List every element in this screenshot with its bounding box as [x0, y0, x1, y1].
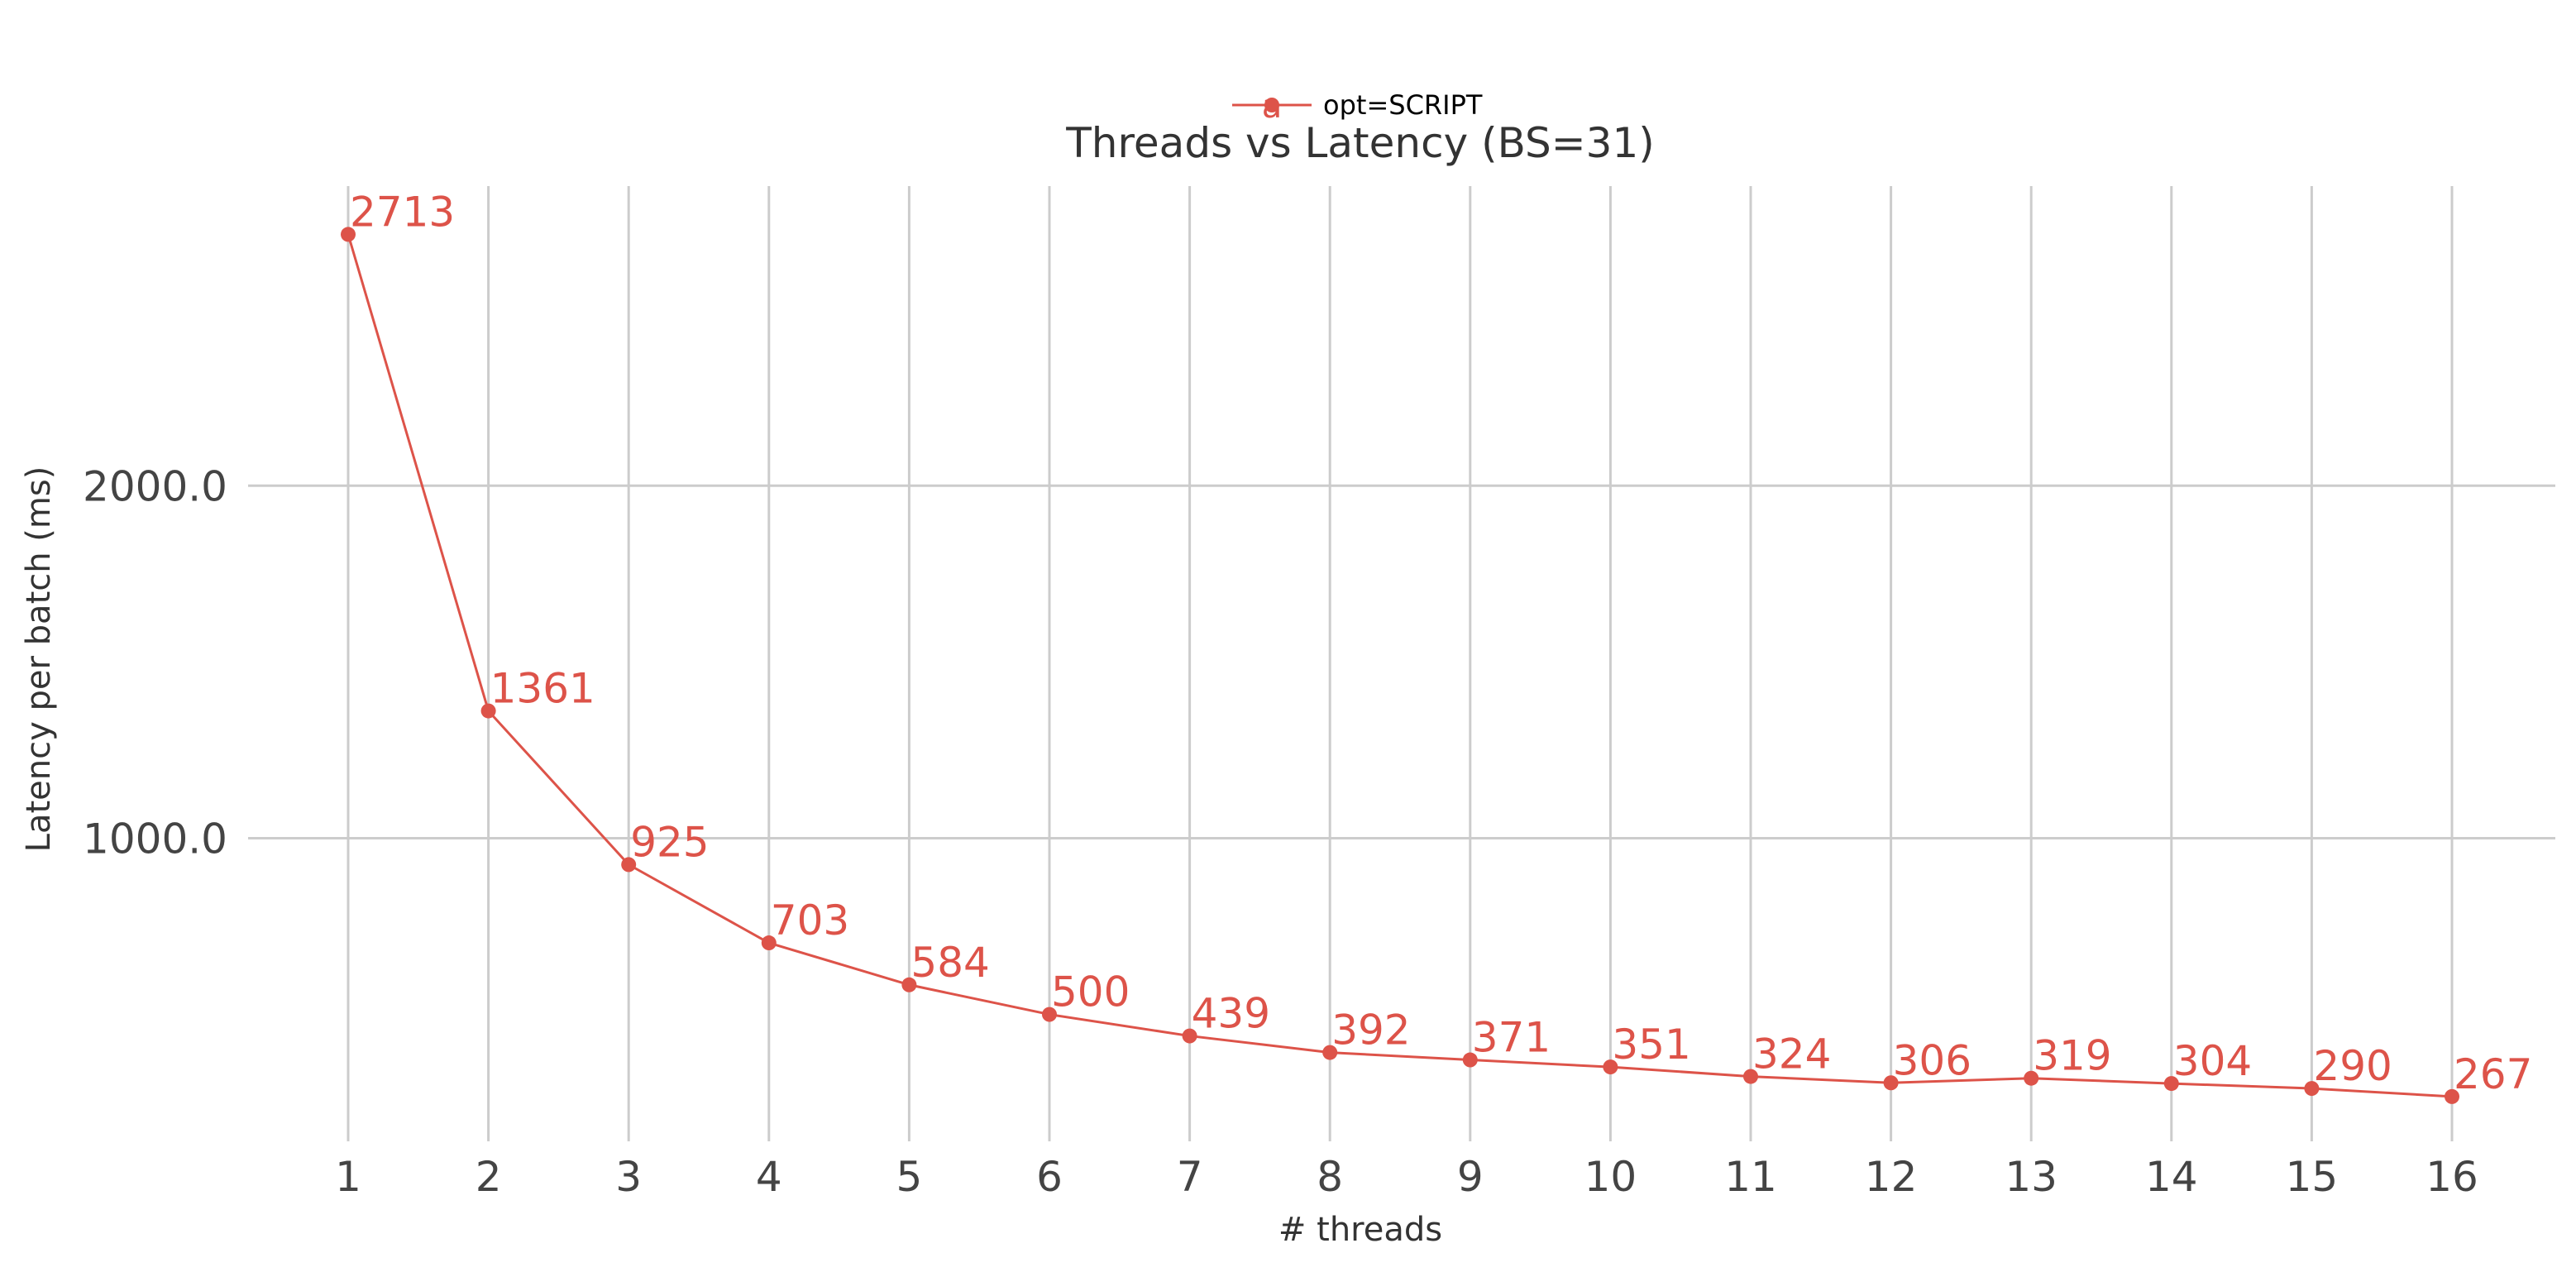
data-point — [1743, 1069, 1758, 1084]
data-label: 351 — [1612, 1021, 1690, 1069]
x-axis-label: # threads — [1278, 1211, 1442, 1249]
data-label: 306 — [1893, 1036, 1971, 1084]
series-layer — [341, 227, 2459, 1104]
data-label: 290 — [2313, 1042, 2392, 1090]
data-point — [2163, 1076, 2179, 1092]
x-tick-label: 14 — [2145, 1153, 2198, 1201]
data-label: 319 — [2033, 1032, 2111, 1080]
data-point — [2024, 1070, 2039, 1086]
data-label: 584 — [910, 939, 989, 987]
x-tick-label: 16 — [2425, 1153, 2478, 1201]
data-point — [1462, 1052, 1478, 1068]
y-tick-label: 2000.0 — [83, 462, 227, 510]
x-tick-label: 3 — [615, 1153, 642, 1201]
data-point — [2304, 1081, 2320, 1097]
x-tick-label: 4 — [756, 1153, 782, 1201]
data-label: 500 — [1051, 968, 1130, 1016]
data-point — [761, 935, 777, 951]
grid — [248, 186, 2555, 1141]
data-point — [901, 977, 917, 992]
data-label: 439 — [1192, 990, 1270, 1038]
data-label: 371 — [1472, 1014, 1551, 1062]
data-point — [1182, 1028, 1197, 1044]
x-tick-label: 7 — [1177, 1153, 1203, 1201]
x-tick-label: 9 — [1457, 1153, 1484, 1201]
legend-marker — [1264, 98, 1279, 112]
series-line — [346, 233, 2453, 1098]
data-point — [341, 227, 356, 242]
data-point — [1883, 1075, 1899, 1091]
data-label: 2713 — [350, 188, 455, 236]
data-point — [480, 703, 496, 719]
data-point — [1603, 1059, 1618, 1075]
data-point — [2445, 1088, 2459, 1104]
x-tick-label: 8 — [1317, 1153, 1343, 1201]
data-label: 392 — [1331, 1007, 1410, 1054]
data-point — [1322, 1045, 1338, 1060]
data-label: 1361 — [490, 665, 595, 713]
x-tick-label: 12 — [1865, 1153, 1918, 1201]
x-tick-label: 2 — [476, 1153, 502, 1201]
chart-title: Threads vs Latency (BS=31) — [1065, 119, 1655, 167]
data-label: 304 — [2173, 1037, 2252, 1085]
y-axis-label: Latency per batch (ms) — [20, 466, 58, 853]
y-tick-label: 1000.0 — [83, 815, 227, 863]
x-tick-label: 13 — [2005, 1153, 2057, 1201]
data-point — [621, 857, 637, 873]
x-tick-label: 10 — [1584, 1153, 1637, 1201]
x-tick-label: 15 — [2286, 1153, 2339, 1201]
x-tick-label: 1 — [335, 1153, 361, 1201]
data-label: 324 — [1752, 1031, 1831, 1078]
x-tick-label: 6 — [1036, 1153, 1063, 1201]
data-label: 267 — [2454, 1050, 2532, 1098]
data-point — [1042, 1007, 1057, 1022]
legend: a opt=SCRIPT — [1232, 88, 1483, 126]
x-tick-label: 5 — [896, 1153, 922, 1201]
data-labels: 2713 1361 925 703 584 500 439 392 371 351 324 306 31… — [350, 188, 2532, 1097]
legend-label: opt=SCRIPT — [1323, 89, 1483, 121]
data-label: 703 — [771, 897, 849, 944]
x-tick-label: 11 — [1724, 1153, 1777, 1201]
data-label: 925 — [630, 818, 709, 866]
